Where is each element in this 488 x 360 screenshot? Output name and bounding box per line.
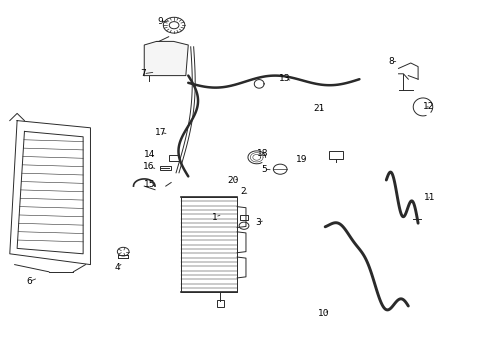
Bar xyxy=(160,166,171,170)
Bar xyxy=(168,155,179,161)
Text: 16: 16 xyxy=(143,162,155,171)
Text: 8: 8 xyxy=(387,57,393,66)
Text: 5: 5 xyxy=(261,165,266,174)
Text: 7: 7 xyxy=(140,69,146,78)
Text: 12: 12 xyxy=(422,103,433,112)
Bar xyxy=(328,151,343,159)
Bar xyxy=(181,197,237,292)
Bar xyxy=(239,215,248,220)
Text: 19: 19 xyxy=(295,155,307,163)
Bar xyxy=(217,300,224,307)
Text: 11: 11 xyxy=(423,193,434,202)
Text: 4: 4 xyxy=(114,263,120,272)
Text: 14: 14 xyxy=(143,150,155,159)
Text: 13: 13 xyxy=(279,74,290,83)
Text: 6: 6 xyxy=(26,277,32,286)
Text: 20: 20 xyxy=(227,176,239,185)
Text: 10: 10 xyxy=(317,310,329,319)
Text: 18: 18 xyxy=(257,149,268,158)
Text: 17: 17 xyxy=(154,128,166,137)
Text: 9: 9 xyxy=(157,17,163,26)
Polygon shape xyxy=(144,41,188,76)
Text: 15: 15 xyxy=(144,180,156,189)
Text: 3: 3 xyxy=(254,218,260,227)
Text: 2: 2 xyxy=(240,188,245,197)
Text: 21: 21 xyxy=(312,104,324,113)
Text: 1: 1 xyxy=(212,212,218,222)
